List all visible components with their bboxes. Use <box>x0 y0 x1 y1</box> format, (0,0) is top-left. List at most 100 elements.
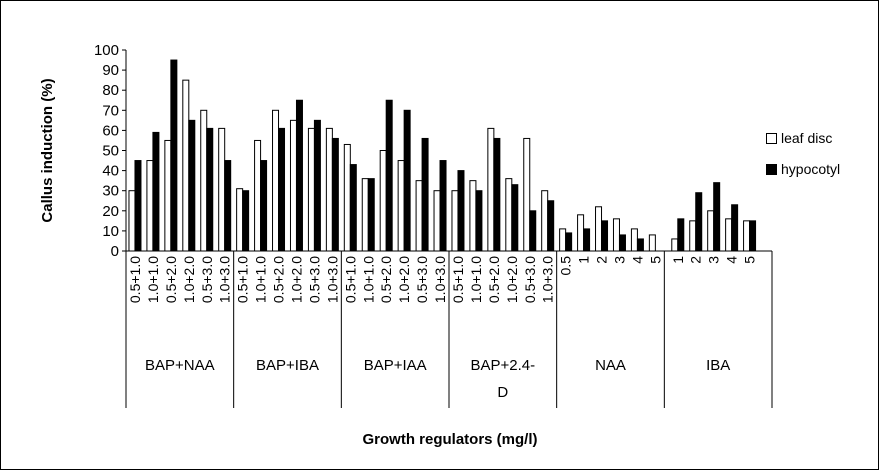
bar-leaf-disc <box>671 238 679 252</box>
x-tick-label: 4 <box>629 256 645 264</box>
bar-hypocotyl <box>403 109 411 252</box>
bar-leaf-disc <box>272 109 280 252</box>
legend-item-leaf-disc: leaf disc <box>766 127 840 149</box>
x-tick-label: 1 <box>576 256 592 264</box>
bar-leaf-disc <box>182 79 190 252</box>
bar-leaf-disc <box>451 190 459 252</box>
x-tick-label: 0.5+1.0 <box>235 256 251 303</box>
legend-swatch-hypocotyl <box>766 163 777 175</box>
bar-leaf-disc <box>289 119 297 252</box>
x-tick-label: 1.0+2.0 <box>504 256 520 303</box>
x-tick-label: 2 <box>688 256 704 264</box>
group-label: BAP+NAA <box>145 357 215 374</box>
y-tick-label: 90 <box>102 62 119 79</box>
bar-leaf-disc <box>689 220 697 252</box>
bar-leaf-disc <box>433 190 441 252</box>
y-tick-label: 50 <box>102 143 119 160</box>
bar-hypocotyl <box>206 127 214 252</box>
bar-leaf-disc <box>612 218 620 252</box>
x-axis-title: Growth regulators (mg/l) <box>362 431 537 448</box>
bar-hypocotyl <box>152 131 160 252</box>
group-label: BAP+2.4- <box>471 357 536 374</box>
legend-item-hypocotyl: hypocotyl <box>766 158 840 180</box>
legend: leaf disc hypocotyl <box>766 127 840 189</box>
x-tick-label: 4 <box>724 256 740 264</box>
bar-leaf-disc <box>648 234 656 252</box>
bar-hypocotyl <box>457 170 465 252</box>
bar-leaf-disc <box>379 150 387 252</box>
x-tick-label: 1.0+3.0 <box>432 256 448 303</box>
x-tick-label: 0.5+3.0 <box>414 256 430 303</box>
bar-leaf-disc <box>505 178 513 252</box>
bar-leaf-disc <box>236 188 244 252</box>
bar-hypocotyl <box>749 220 757 252</box>
bar-leaf-disc <box>630 228 638 252</box>
x-tick-label: 1.0+2.0 <box>181 256 197 303</box>
group-label: NAA <box>595 357 626 374</box>
bar-leaf-disc <box>487 127 495 252</box>
x-tick-label: 1.0+3.0 <box>217 256 233 303</box>
group-label: BAP+IBA <box>256 357 319 374</box>
x-tick-label: 5 <box>647 256 663 264</box>
y-tick-label: 30 <box>102 183 119 200</box>
bar-leaf-disc <box>415 180 423 252</box>
x-tick-label: 0.5+1.0 <box>127 256 143 303</box>
bar-hypocotyl <box>511 184 519 252</box>
bar-hypocotyl <box>713 182 721 252</box>
x-tick-label: 1.0+1.0 <box>468 256 484 303</box>
bar-leaf-disc <box>595 206 603 252</box>
y-tick-label: 40 <box>102 163 119 180</box>
x-tick-label: 0.5 <box>558 256 574 276</box>
bar-leaf-disc <box>200 109 208 252</box>
x-tick-label: 0.5+2.0 <box>271 256 287 303</box>
group-label: BAP+IAA <box>364 357 427 374</box>
x-tick-label: 0.5+1.0 <box>342 256 358 303</box>
bar-hypocotyl <box>565 232 573 252</box>
bar-leaf-disc <box>164 139 172 252</box>
bar-leaf-disc <box>254 139 262 252</box>
legend-swatch-leaf-disc <box>766 132 777 144</box>
bar-hypocotyl <box>134 160 142 252</box>
y-tick-label: 0 <box>111 243 119 260</box>
bar-hypocotyl <box>731 204 739 252</box>
bar-hypocotyl <box>224 160 232 252</box>
x-tick-label: 1.0+1.0 <box>253 256 269 303</box>
group-label: IBA <box>706 357 730 374</box>
bar-hypocotyl <box>260 160 268 252</box>
x-tick-label: 0.5+2.0 <box>486 256 502 303</box>
bar-leaf-disc <box>146 160 154 252</box>
legend-label-hypocotyl: hypocotyl <box>781 161 841 177</box>
y-tick-label: 60 <box>102 122 119 139</box>
bar-leaf-disc <box>307 127 315 252</box>
bar-hypocotyl <box>295 99 303 252</box>
x-tick-label: 1 <box>670 256 686 264</box>
bar-leaf-disc <box>559 228 567 252</box>
bar-hypocotyl <box>313 119 321 252</box>
bar-hypocotyl <box>188 119 196 252</box>
bar-leaf-disc <box>325 127 333 252</box>
bar-leaf-disc <box>541 190 549 252</box>
bar-leaf-disc <box>218 127 226 252</box>
bar-leaf-disc <box>343 143 351 252</box>
bar-hypocotyl <box>331 137 339 252</box>
bar-hypocotyl <box>493 137 501 252</box>
group-label-line2: D <box>497 384 508 401</box>
x-tick-label: 0.5+3.0 <box>306 256 322 303</box>
bar-hypocotyl <box>475 190 483 252</box>
y-tick-label: 100 <box>94 42 119 59</box>
x-tick-label: 1.0+2.0 <box>288 256 304 303</box>
y-axis-title: Callus induction (%) <box>39 78 56 222</box>
bar-hypocotyl <box>529 210 537 252</box>
bar-leaf-disc <box>397 160 405 252</box>
bar-hypocotyl <box>278 127 286 252</box>
x-tick-label: 0.5+3.0 <box>522 256 538 303</box>
y-tick-label: 80 <box>102 82 119 99</box>
bar-leaf-disc <box>743 220 751 252</box>
x-tick-label: 0.5+2.0 <box>163 256 179 303</box>
x-tick-label: 0.5+1.0 <box>450 256 466 303</box>
bar-hypocotyl <box>170 59 178 252</box>
x-tick-label: 1.0+1.0 <box>145 256 161 303</box>
bar-leaf-disc <box>707 210 715 252</box>
